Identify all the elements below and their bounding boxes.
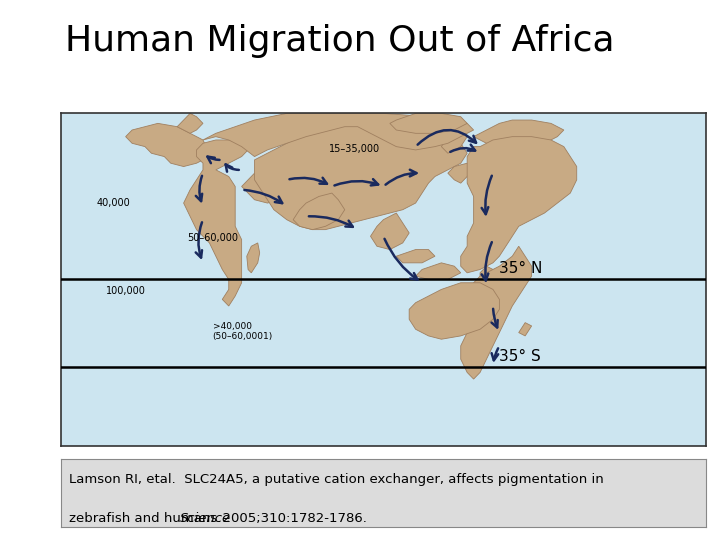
- Text: >40,000
(50–60,0001): >40,000 (50–60,0001): [212, 322, 273, 341]
- FancyArrowPatch shape: [450, 145, 475, 152]
- Polygon shape: [474, 120, 564, 146]
- FancyArrowPatch shape: [196, 176, 202, 201]
- Polygon shape: [371, 213, 409, 249]
- FancyArrowPatch shape: [418, 130, 476, 145]
- Text: 35° N: 35° N: [500, 261, 543, 276]
- Text: 40,000: 40,000: [96, 198, 130, 208]
- FancyArrowPatch shape: [335, 179, 378, 185]
- FancyArrowPatch shape: [482, 242, 492, 281]
- FancyArrowPatch shape: [207, 157, 220, 163]
- Polygon shape: [203, 113, 474, 157]
- Polygon shape: [255, 117, 467, 230]
- Polygon shape: [461, 137, 577, 273]
- FancyArrowPatch shape: [225, 164, 239, 172]
- Polygon shape: [390, 113, 467, 133]
- Polygon shape: [396, 249, 435, 263]
- Polygon shape: [480, 266, 493, 280]
- Text: zebrafish and humans.: zebrafish and humans.: [69, 512, 230, 525]
- Text: 2005;310:1782-1786.: 2005;310:1782-1786.: [214, 512, 366, 525]
- Polygon shape: [441, 130, 467, 153]
- Polygon shape: [415, 263, 461, 280]
- Text: 15–35,000: 15–35,000: [329, 144, 380, 153]
- FancyArrowPatch shape: [289, 178, 327, 184]
- FancyArrowPatch shape: [309, 217, 353, 227]
- Text: Lamson RI, etal.  SLC24A5, a putative cation exchanger, affects pigmentation in: Lamson RI, etal. SLC24A5, a putative cat…: [69, 472, 603, 485]
- Polygon shape: [518, 322, 531, 336]
- FancyArrowPatch shape: [196, 222, 202, 258]
- Text: Science: Science: [180, 512, 231, 525]
- FancyArrowPatch shape: [244, 190, 282, 203]
- FancyArrowPatch shape: [492, 348, 498, 360]
- Polygon shape: [461, 246, 531, 379]
- Polygon shape: [247, 243, 260, 273]
- Polygon shape: [448, 163, 474, 183]
- Text: 35° S: 35° S: [500, 349, 541, 364]
- Polygon shape: [184, 140, 248, 306]
- Polygon shape: [177, 113, 203, 133]
- Text: 100,000: 100,000: [107, 286, 146, 296]
- Polygon shape: [242, 166, 306, 203]
- Polygon shape: [409, 283, 500, 339]
- FancyArrowPatch shape: [482, 176, 492, 214]
- FancyArrowPatch shape: [385, 170, 416, 185]
- Polygon shape: [126, 123, 210, 166]
- FancyArrowPatch shape: [492, 309, 498, 327]
- FancyArrowPatch shape: [384, 239, 418, 280]
- Text: Human Migration Out of Africa: Human Migration Out of Africa: [65, 24, 614, 58]
- Text: 50–60,000: 50–60,000: [187, 233, 238, 243]
- Polygon shape: [293, 193, 345, 230]
